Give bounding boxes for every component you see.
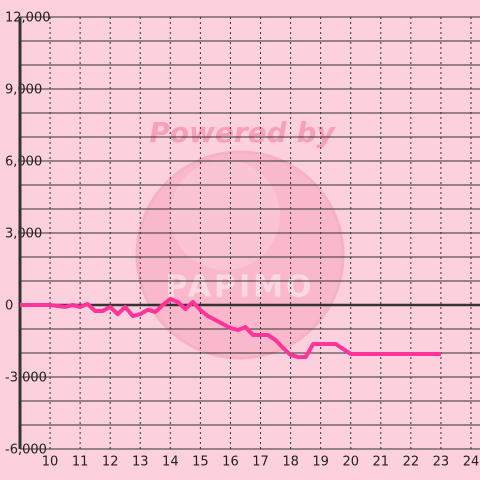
x-tick-label: 21: [373, 455, 390, 470]
x-tick-label: 24: [463, 455, 480, 470]
x-tick-label: 19: [312, 455, 329, 470]
x-tick-label: 20: [342, 455, 359, 470]
watermark-text: Powered by: [149, 116, 336, 149]
x-tick-label: 12: [102, 455, 119, 470]
x-tick-label: 17: [252, 455, 269, 470]
watermark-text: PAPIMO: [166, 270, 315, 305]
x-tick-label: 22: [403, 455, 420, 470]
watermark-highlight: [170, 160, 280, 270]
x-tick-label: 23: [433, 455, 450, 470]
x-tick-label: 14: [162, 455, 179, 470]
data-line: [20, 297, 441, 360]
y-tick-label: 3,000: [5, 227, 42, 242]
y-tick-label: -3,000: [5, 371, 47, 386]
x-tick-label: 16: [222, 455, 239, 470]
y-tick-label: 12,000: [5, 11, 51, 26]
x-tick-label: 13: [132, 455, 149, 470]
y-tick-label: -6,000: [5, 443, 47, 458]
x-tick-label: 18: [282, 455, 299, 470]
x-tick-label: 15: [192, 455, 209, 470]
y-tick-label: 9,000: [5, 83, 42, 98]
y-tick-label: 0: [5, 299, 13, 314]
x-tick-label: 11: [72, 455, 89, 470]
x-tick-label: 10: [42, 455, 59, 470]
y-tick-label: 6,000: [5, 155, 42, 170]
